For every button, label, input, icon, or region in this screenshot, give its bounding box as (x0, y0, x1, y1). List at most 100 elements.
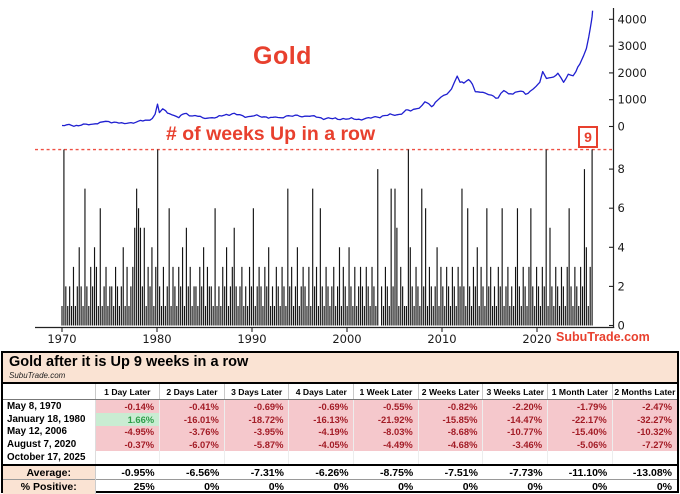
streak-axis-tick-label: 0 (618, 319, 625, 333)
return-cell: -8.03% (353, 425, 419, 439)
return-cell: -0.69% (288, 399, 355, 413)
return-cell (353, 451, 419, 465)
gold-price-line (61, 10, 594, 127)
streak-axis-tick-label: 8 (618, 162, 625, 176)
table-row: August 7, 2020 -0.37% -6.07% -5.87% -4.05% -4… (3, 438, 677, 452)
row-date-label: January 18, 1980 (3, 412, 96, 426)
summary-cell: 0% (547, 479, 613, 494)
return-cell: -0.55% (353, 399, 419, 413)
summary-row-label: Average: (3, 463, 96, 480)
column-header: 3 Weeks Later (482, 384, 549, 400)
return-cell: -1.79% (547, 399, 613, 413)
returns-table-header: 1 Day Later 2 Days Later 3 Days Later 4 Day… (3, 384, 677, 400)
table-row: May 12, 2006 -4.95% -3.76% -3.95% -4.19% -8.0… (3, 425, 677, 439)
table-row: January 18, 1980 1.66% -16.01% -18.72% -16.1… (3, 412, 677, 426)
return-cell (547, 451, 613, 465)
return-cell (159, 451, 225, 465)
return-cell: -22.17% (547, 412, 613, 426)
return-cell: -21.92% (353, 412, 419, 426)
percent-positive-row: % Positive: 25% 0% 0% 0% 0% 0% 0% 0% 0% (3, 479, 677, 494)
return-cell: -10.77% (482, 425, 549, 439)
price-axis-tick-label: 3000 (618, 39, 647, 53)
charts-canvas: 0 1000 2000 3000 4000 0 2 4 6 8 1970 1980 1990 2000 20… (35, 8, 647, 346)
table-title-band: Gold after it is Up 9 weeks in a row Sub… (3, 353, 677, 384)
return-cell: -0.69% (224, 399, 290, 413)
price-axis-tick-label: 2000 (618, 66, 647, 80)
streak-chart-title: # of weeks Up in a row (166, 123, 376, 145)
return-cell: -3.76% (159, 425, 225, 439)
column-header: 2 Months Later (612, 384, 677, 400)
return-cell: -4.49% (353, 438, 419, 452)
column-header: 1 Week Later (353, 384, 419, 400)
return-cell: -14.47% (482, 412, 549, 426)
stats-table: Gold after it is Up 9 weeks in a row Sub… (1, 351, 679, 494)
row-date-label: August 7, 2020 (3, 438, 96, 452)
return-cell: -4.19% (288, 425, 355, 439)
chart-watermark: SubuTrade.com (556, 330, 650, 344)
return-cell: -4.68% (418, 438, 484, 452)
summary-cell: -7.73% (482, 463, 548, 480)
summary-cell: -6.26% (288, 463, 354, 480)
row-date-label: October 17, 2025 (3, 451, 96, 465)
return-cell: -15.85% (418, 412, 484, 426)
average-row: Average: -0.95% -6.56% -7.31% -6.26% -8.75% -7… (3, 463, 677, 480)
year-axis-tick-label: 1980 (142, 332, 171, 346)
column-header: 2 Days Later (159, 384, 225, 400)
summary-cell: -7.31% (224, 463, 289, 480)
table-row: May 8, 1970 -0.14% -0.41% -0.69% -0.69% -0.55… (3, 399, 677, 413)
summary-cell: 0% (159, 479, 225, 494)
summary-cell: -13.08% (612, 463, 677, 480)
summary-cell: 0% (612, 479, 677, 494)
year-axis-tick-label: 2020 (522, 332, 551, 346)
return-cell: -0.82% (418, 399, 484, 413)
summary-cell: 0% (418, 479, 483, 494)
column-header: 1 Day Later (95, 384, 161, 400)
streak-axis-tick-label: 2 (618, 279, 625, 293)
return-cell: -3.46% (482, 438, 549, 452)
return-cell (612, 451, 677, 465)
summary-cell: -8.75% (353, 463, 419, 480)
return-cell: -16.13% (288, 412, 355, 426)
summary-cell: 0% (288, 479, 354, 494)
column-header: 4 Days Later (288, 384, 355, 400)
streak-axis-tick-label: 4 (618, 240, 625, 254)
return-cell: -4.95% (95, 425, 161, 439)
year-axis-tick-label: 1990 (237, 332, 266, 346)
summary-cell: 25% (95, 479, 160, 494)
return-cell: 1.66% (95, 412, 161, 426)
return-cell: -5.06% (547, 438, 613, 452)
summary-cell: -6.56% (159, 463, 225, 480)
return-cell: -0.14% (95, 399, 161, 413)
price-axis-tick-label: 4000 (618, 12, 647, 26)
streak-axis-tick-label: 6 (618, 201, 625, 215)
return-cell: -16.01% (159, 412, 225, 426)
summary-row-label: % Positive: (3, 479, 96, 494)
column-header: 3 Days Later (224, 384, 290, 400)
streak-threshold-badge: 9 (578, 126, 598, 148)
year-axis-tick-label: 2010 (427, 332, 456, 346)
column-header: 2 Weeks Later (418, 384, 484, 400)
return-cell: -32.27% (612, 412, 677, 426)
year-axis-tick-label: 2000 (332, 332, 361, 346)
price-axis-tick-label: 0 (618, 120, 625, 134)
return-cell: -7.27% (612, 438, 677, 452)
corner-header-cell (3, 384, 96, 400)
summary-cell: -0.95% (95, 463, 160, 480)
summary-cell: -11.10% (547, 463, 613, 480)
return-cell: -5.87% (224, 438, 290, 452)
return-cell: -4.05% (288, 438, 355, 452)
return-cell: -3.95% (224, 425, 290, 439)
summary-cell: -7.51% (418, 463, 483, 480)
return-cell (288, 451, 355, 465)
return-cell (224, 451, 290, 465)
summary-cell: 0% (353, 479, 419, 494)
return-cell: -8.68% (418, 425, 484, 439)
row-date-label: May 12, 2006 (3, 425, 96, 439)
return-cell: -15.40% (547, 425, 613, 439)
return-cell (418, 451, 484, 465)
table-subtitle-watermark: SubuTrade.com (9, 371, 66, 380)
table-row: October 17, 2025 (3, 451, 677, 465)
column-header: 1 Month Later (547, 384, 613, 400)
return-cell: -0.41% (159, 399, 225, 413)
